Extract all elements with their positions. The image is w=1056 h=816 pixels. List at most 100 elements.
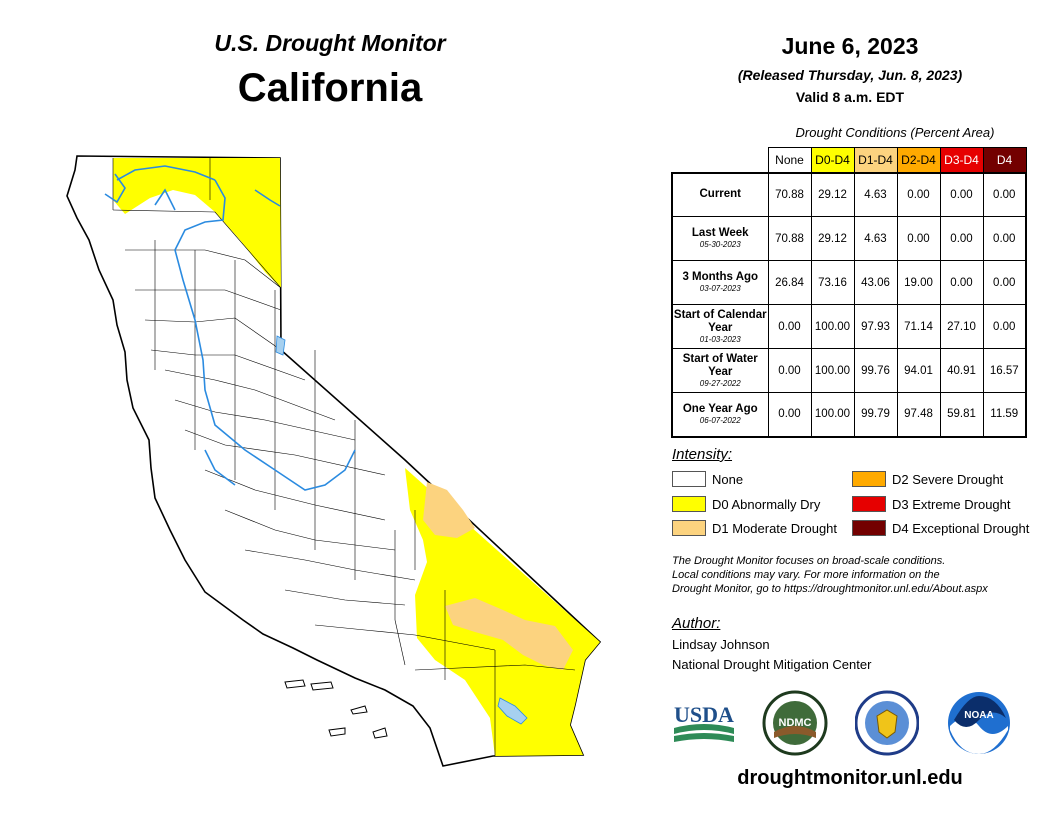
row-label: 3 Months Ago 03-07-2023 <box>671 260 769 305</box>
legend-item-d1: D1 Moderate Drought <box>672 519 837 537</box>
table-cell: 16.57 <box>982 348 1027 393</box>
table-cell: 97.93 <box>853 304 898 349</box>
legend-item-none: None <box>672 470 743 488</box>
ndmc-logo-text: NDMC <box>779 717 812 729</box>
row-label: Start of Water Year 09-27-2022 <box>671 348 769 393</box>
row-date: 09-27-2022 <box>699 378 741 388</box>
table-cell: 11.59 <box>982 392 1027 437</box>
table-cell: 94.01 <box>896 348 941 393</box>
table-cell: 0.00 <box>767 304 812 349</box>
table-cell: 99.76 <box>853 348 898 393</box>
row-label-text: One Year Ago <box>682 402 758 415</box>
notes-line: Local conditions may vary. For more info… <box>672 569 940 581</box>
table-cell: 0.00 <box>939 216 984 261</box>
legend-label: D4 Exceptional Drought <box>892 520 1030 536</box>
d1-area-2 <box>445 598 573 670</box>
row-date: 05-30-2023 <box>699 240 741 249</box>
legend-swatch <box>672 520 706 536</box>
table-cell: 0.00 <box>982 260 1027 305</box>
table-cell: 0.00 <box>939 172 984 217</box>
row-label-text: Start of Water Year <box>682 352 758 378</box>
map-date: June 6, 2023 <box>781 33 919 59</box>
ndmc-logo-icon: NDMC <box>762 690 828 756</box>
footer-site: droughtmonitor.unl.edu <box>737 767 963 789</box>
channel-islands <box>284 679 388 739</box>
row-label-text: 3 Months Ago <box>682 271 759 283</box>
table-cell: 0.00 <box>896 216 941 261</box>
legend-item-d0: D0 Abnormally Dry <box>672 495 820 513</box>
legend-item-d2: D2 Severe Drought <box>852 470 1003 488</box>
col-d2-d4: D2-D4 <box>896 147 941 173</box>
d1-area-1 <box>423 482 475 538</box>
table-corner <box>672 148 768 173</box>
conditions-title: Drought Conditions (Percent Area) <box>795 125 995 140</box>
table-cell: 71.14 <box>896 304 941 349</box>
doc-seal-icon <box>855 690 919 756</box>
row-label-text: Start of Calendar Year <box>673 308 767 334</box>
county-lines <box>112 158 576 756</box>
table-cell: 19.00 <box>896 260 941 305</box>
table-cell: 43.06 <box>853 260 898 305</box>
row-date: 01-03-2023 <box>699 334 741 344</box>
table-cell: 27.10 <box>939 304 984 349</box>
table-cell: 70.88 <box>767 216 812 261</box>
table-cell: 0.00 <box>939 260 984 305</box>
row-label-text: Last Week <box>691 227 749 239</box>
table-row: Start of Calendar Year 01-03-2023 0.00 10… <box>671 304 1027 349</box>
table-cell: 0.00 <box>982 172 1027 217</box>
d0-area-north <box>113 158 281 288</box>
row-label: Current <box>671 172 769 217</box>
map-notes: The Drought Monitor focuses on broad-sca… <box>672 554 1042 596</box>
table-row: Last Week 05-30-2023 70.88 29.12 4.63 0.0… <box>671 216 1027 261</box>
legend-label: D3 Extreme Drought <box>892 496 1011 512</box>
table-row: One Year Ago 06-07-2022 0.00 100.00 99.79… <box>671 392 1027 437</box>
legend-swatch <box>672 496 706 512</box>
author-title: Author: <box>672 615 721 632</box>
author-name: Lindsay Johnson <box>672 637 770 652</box>
legend-label: None <box>712 471 744 487</box>
legend-swatch <box>852 471 886 487</box>
drought-stats-table: None D0-D4 D1-D4 D2-D4 D3-D4 D4 Current … <box>671 147 1027 438</box>
author-org: National Drought Mitigation Center <box>672 657 872 672</box>
table-cell: 4.63 <box>853 216 898 261</box>
table-cell: 4.63 <box>853 172 898 217</box>
rivers <box>104 165 356 491</box>
table-cell: 26.84 <box>767 260 812 305</box>
table-cell: 70.88 <box>767 172 812 217</box>
table-row: Start of Water Year 09-27-2022 0.00 100.0… <box>671 348 1027 393</box>
col-d4: D4 <box>982 147 1027 173</box>
table-row: Current 70.88 29.12 4.63 0.00 0.00 0.00 <box>671 172 1027 217</box>
row-label: Last Week 05-30-2023 <box>671 216 769 261</box>
row-label: One Year Ago 06-07-2022 <box>671 392 769 437</box>
table-cell: 29.12 <box>810 172 855 217</box>
row-date: 03-07-2023 <box>699 284 741 293</box>
salton-sea <box>497 697 528 725</box>
legend-swatch <box>852 520 886 536</box>
table-cell: 73.16 <box>810 260 855 305</box>
notes-line: The Drought Monitor focuses on broad-sca… <box>672 555 946 567</box>
legend-item-d3: D3 Extreme Drought <box>852 495 1011 513</box>
table-cell: 0.00 <box>896 172 941 217</box>
california-drought-map <box>66 155 602 767</box>
col-d0-d4: D0-D4 <box>810 147 855 173</box>
legend-title: Intensity: <box>672 446 733 463</box>
table-cell: 0.00 <box>982 216 1027 261</box>
table-cell: 59.81 <box>939 392 984 437</box>
table-cell: 100.00 <box>810 348 855 393</box>
table-cell: 97.48 <box>896 392 941 437</box>
usda-logo-icon: USDA <box>674 702 734 742</box>
table-cell: 0.00 <box>767 392 812 437</box>
usda-logo-text: USDA <box>674 702 734 727</box>
table-header-row: None D0-D4 D1-D4 D2-D4 D3-D4 D4 <box>672 147 1027 173</box>
legend-label: D2 Severe Drought <box>892 471 1004 487</box>
col-none: None <box>767 147 812 173</box>
table-cell: 0.00 <box>982 304 1027 349</box>
row-date: 06-07-2022 <box>699 415 741 425</box>
table-row: 3 Months Ago 03-07-2023 26.84 73.16 43.06… <box>671 260 1027 305</box>
table-cell: 40.91 <box>939 348 984 393</box>
table-cell: 100.00 <box>810 392 855 437</box>
legend-swatch <box>672 471 706 487</box>
table-cell: 99.79 <box>853 392 898 437</box>
table-cell: 29.12 <box>810 216 855 261</box>
noaa-logo-icon: NOAA <box>948 692 1010 754</box>
